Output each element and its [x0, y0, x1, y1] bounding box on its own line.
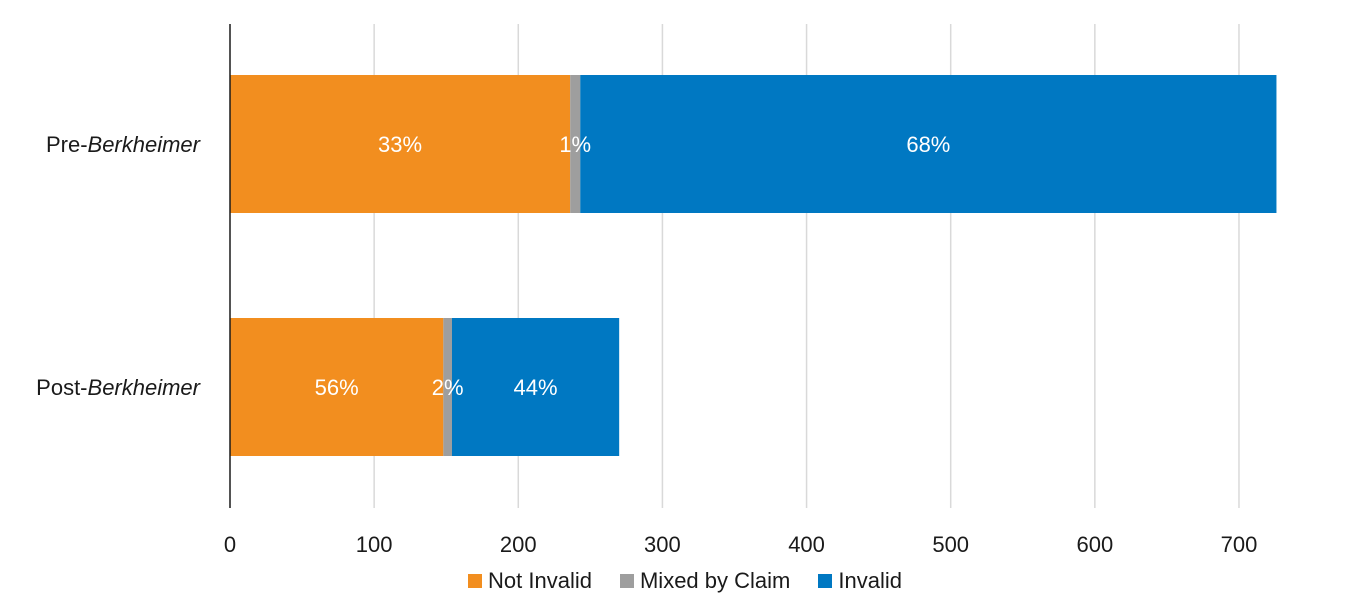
- x-tick-label: 500: [932, 532, 969, 557]
- data-label: 56%: [315, 375, 359, 400]
- x-tick-label: 700: [1221, 532, 1258, 557]
- legend-item: Mixed by Claim: [620, 568, 790, 594]
- legend-label: Not Invalid: [488, 568, 592, 594]
- legend-swatch: [468, 574, 482, 588]
- data-label: 68%: [906, 132, 950, 157]
- x-tick-label: 300: [644, 532, 681, 557]
- x-tick-label: 0: [224, 532, 236, 557]
- legend-label: Invalid: [838, 568, 902, 594]
- legend-item: Not Invalid: [468, 568, 592, 594]
- x-tick-label: 600: [1076, 532, 1113, 557]
- category-label: Post-Berkheimer: [36, 375, 202, 400]
- legend-label: Mixed by Claim: [640, 568, 790, 594]
- data-label: 2%: [432, 375, 464, 400]
- x-tick-label: 100: [356, 532, 393, 557]
- legend-item: Invalid: [818, 568, 902, 594]
- data-label: 33%: [378, 132, 422, 157]
- legend-swatch: [818, 574, 832, 588]
- x-tick-label: 200: [500, 532, 537, 557]
- category-label: Pre-Berkheimer: [46, 132, 202, 157]
- data-label: 44%: [514, 375, 558, 400]
- x-tick-label: 400: [788, 532, 825, 557]
- legend-swatch: [620, 574, 634, 588]
- legend: Not Invalid Mixed by Claim Invalid: [0, 566, 1354, 596]
- data-label: 1%: [559, 132, 591, 157]
